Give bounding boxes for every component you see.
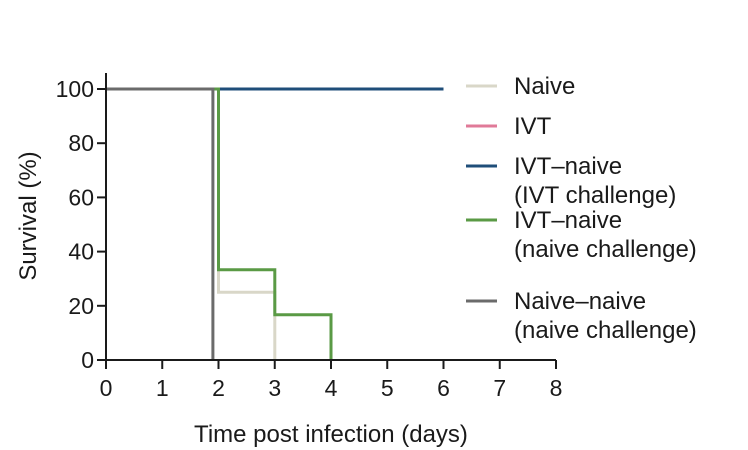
- y-tick-label-60: 60: [68, 184, 94, 210]
- series-line-5: [106, 87, 215, 360]
- series-line-1: [106, 87, 277, 360]
- y-axis-title: Survival (%): [15, 151, 42, 280]
- legend-label-5: Naive–naive (naive challenge): [514, 288, 697, 344]
- x-tick-label-7: 7: [493, 375, 506, 401]
- legend-label-3: IVT–naive (IVT challenge): [514, 153, 676, 209]
- x-tick-label-4: 4: [325, 375, 338, 401]
- x-tick-label-5: 5: [381, 375, 394, 401]
- series-line-4: [106, 87, 333, 360]
- y-tick-label-20: 20: [68, 293, 94, 319]
- x-tick-label-1: 1: [156, 375, 169, 401]
- x-tick-label-6: 6: [437, 375, 450, 401]
- x-tick-label-8: 8: [550, 375, 563, 401]
- x-tick-label-2: 2: [212, 375, 225, 401]
- legend-label-2: IVT: [514, 113, 552, 140]
- legend-label-1: Naive: [514, 73, 575, 100]
- x-tick-label-0: 0: [100, 375, 113, 401]
- x-tick-label-3: 3: [268, 375, 281, 401]
- y-tick-label-80: 80: [68, 130, 94, 156]
- plot-area: [106, 87, 444, 360]
- x-axis-title: Time post infection (days): [194, 421, 468, 448]
- y-tick-label-40: 40: [68, 239, 94, 265]
- legend: Naive IVT IVT–naive (IVT challenge)IVT–naiv…: [466, 73, 697, 344]
- y-tick-label-100: 100: [56, 76, 94, 102]
- legend-label-4: IVT–naive (naive challenge): [514, 207, 697, 263]
- y-tick-label-0: 0: [81, 347, 94, 373]
